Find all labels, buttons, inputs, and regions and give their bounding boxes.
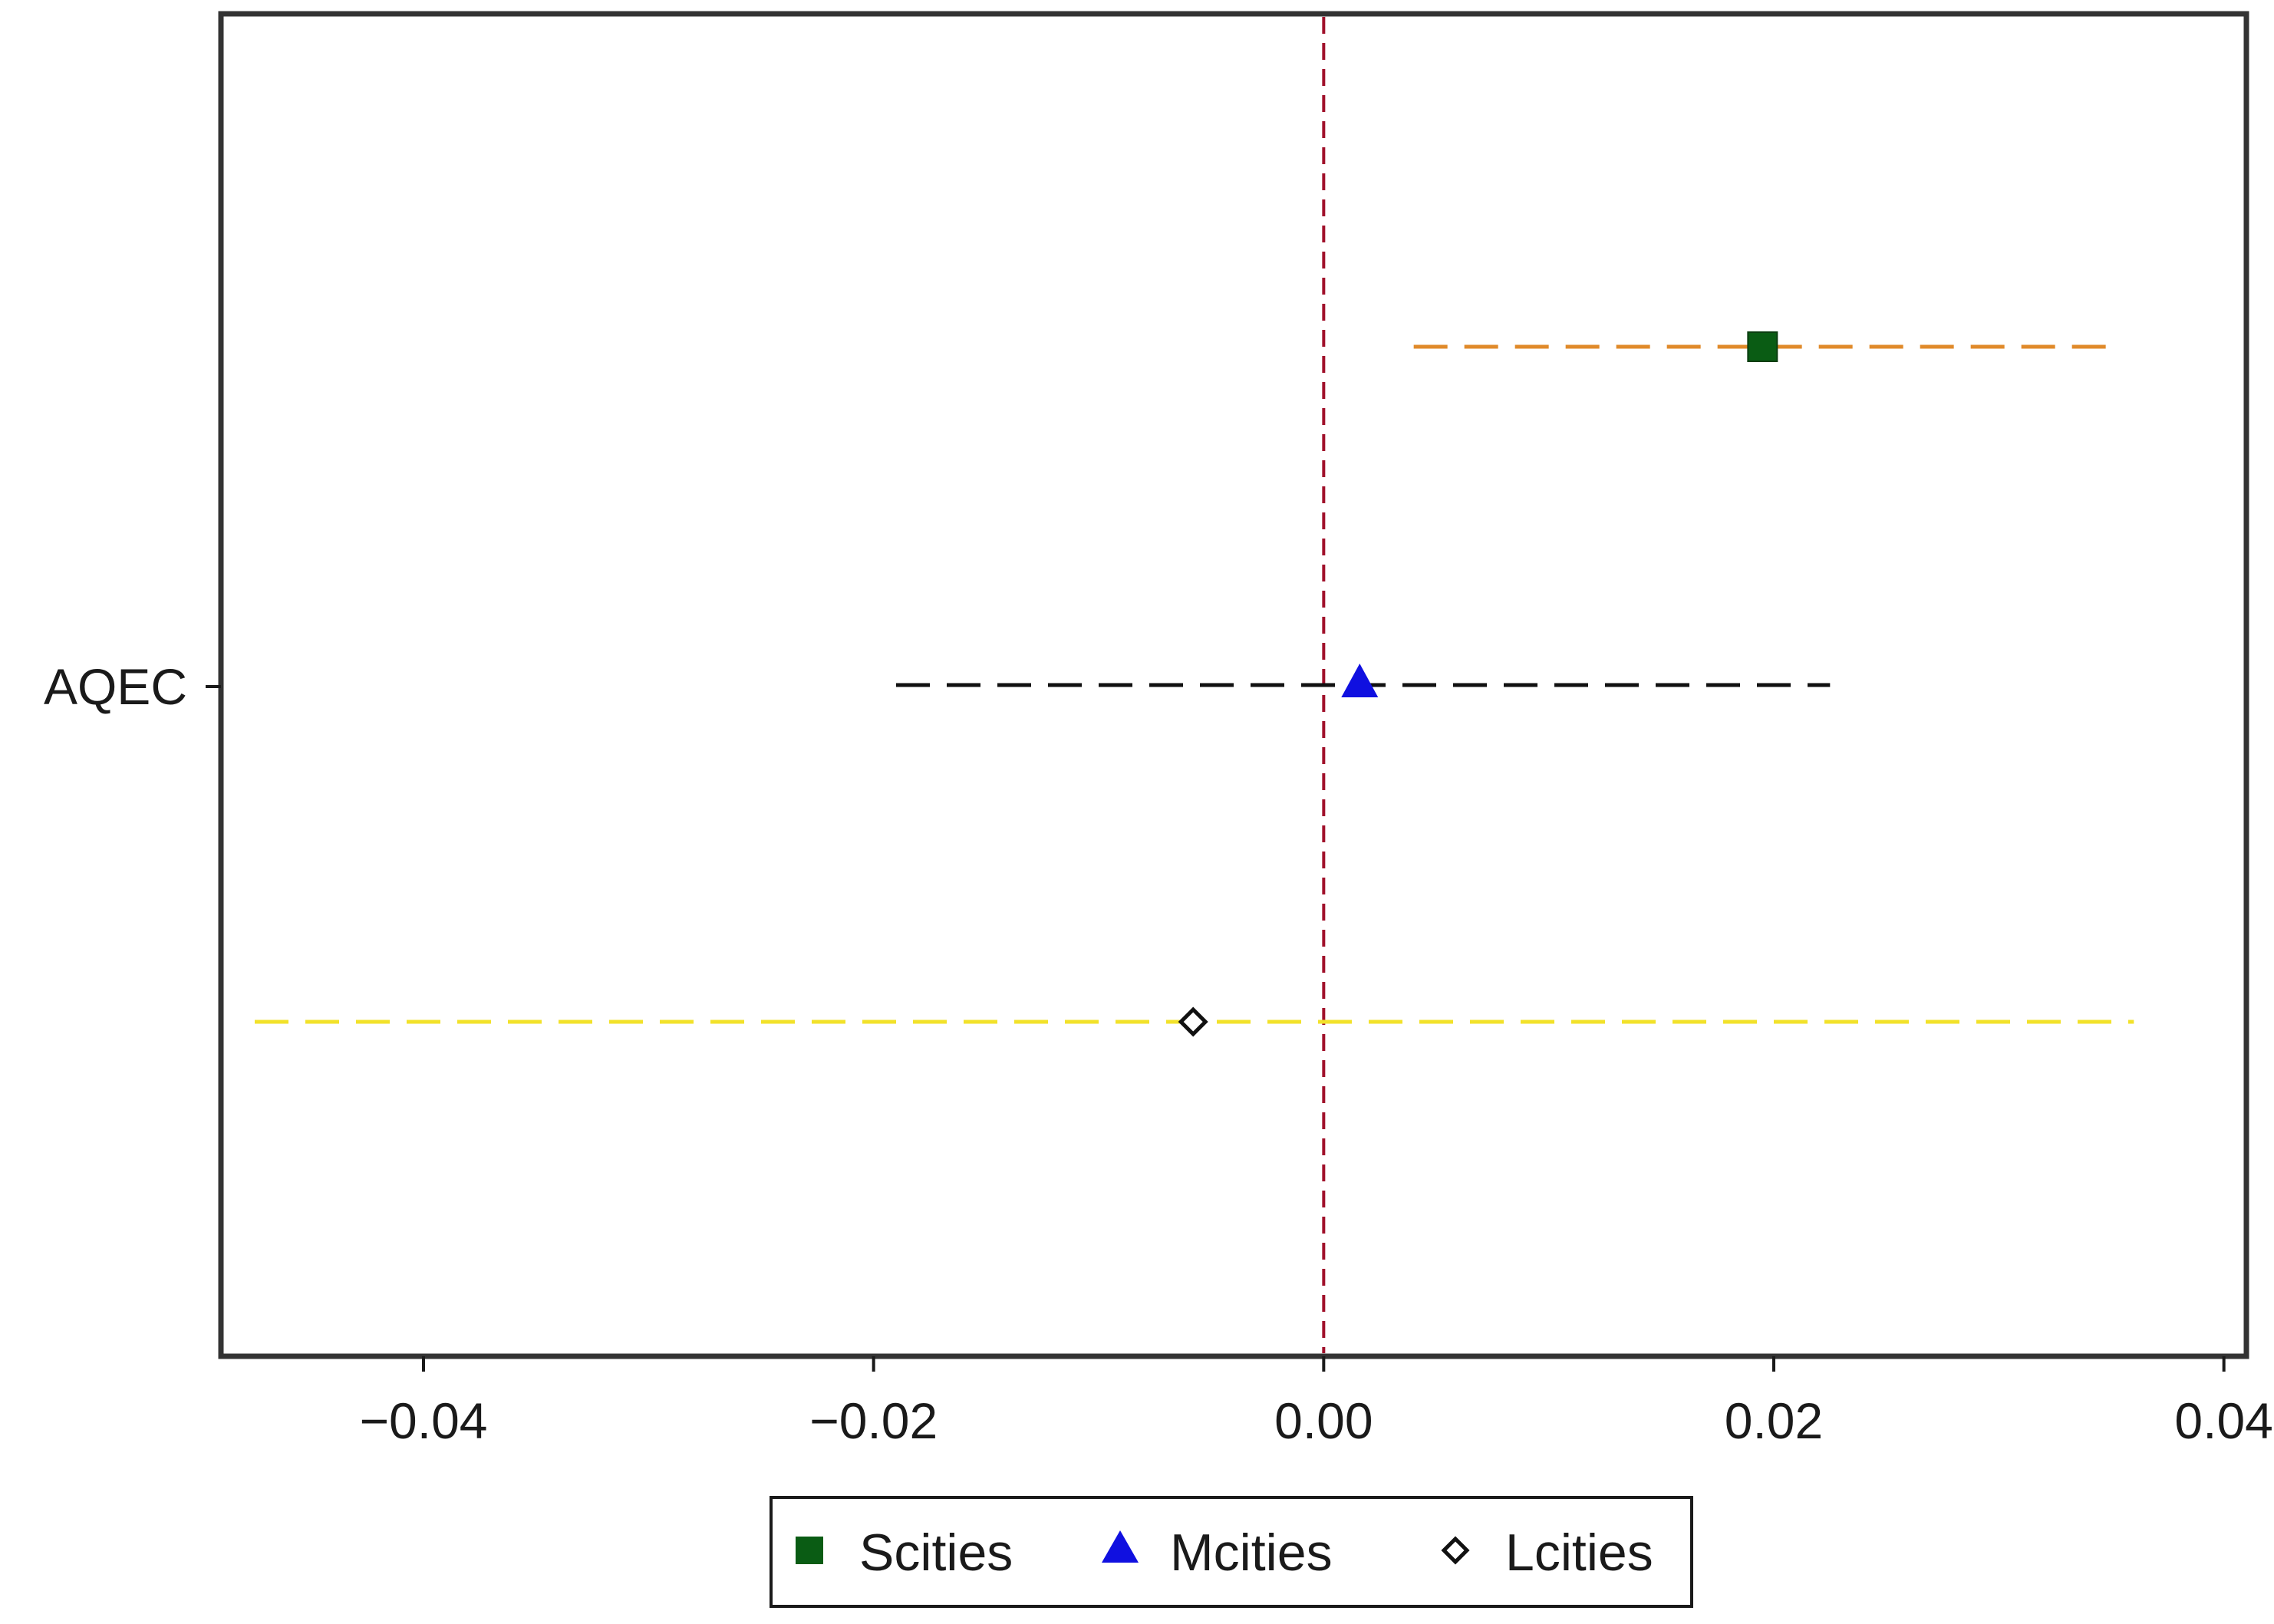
legend-marker-mcities	[1102, 1530, 1139, 1563]
legend-marker-scities	[796, 1537, 823, 1564]
x-tick-label: 0.02	[1725, 1392, 1823, 1449]
legend-label-mcities: Mcities	[1170, 1524, 1333, 1582]
x-tick-label: −0.04	[360, 1392, 488, 1449]
x-tick-label: 0.00	[1274, 1392, 1373, 1449]
legend-marker-lcities	[1441, 1536, 1470, 1565]
point-marker-scities	[1747, 331, 1778, 362]
x-tick-label: −0.02	[809, 1392, 938, 1449]
legend-label-lcities: Lcities	[1505, 1524, 1653, 1582]
y-axis: AQEC	[44, 658, 221, 715]
legend-box	[770, 1496, 1693, 1608]
y-category-label: AQEC	[44, 658, 187, 715]
point-marker-lcities	[1178, 1006, 1208, 1037]
legend: Scities Mcities Lcities	[770, 1496, 1693, 1608]
point-marker-mcities	[1341, 664, 1379, 697]
x-tick-label: 0.04	[2174, 1392, 2272, 1449]
legend-label-scities: Scities	[859, 1524, 1013, 1582]
x-axis: −0.04 −0.02 0.00 0.02 0.04	[360, 1356, 2273, 1449]
